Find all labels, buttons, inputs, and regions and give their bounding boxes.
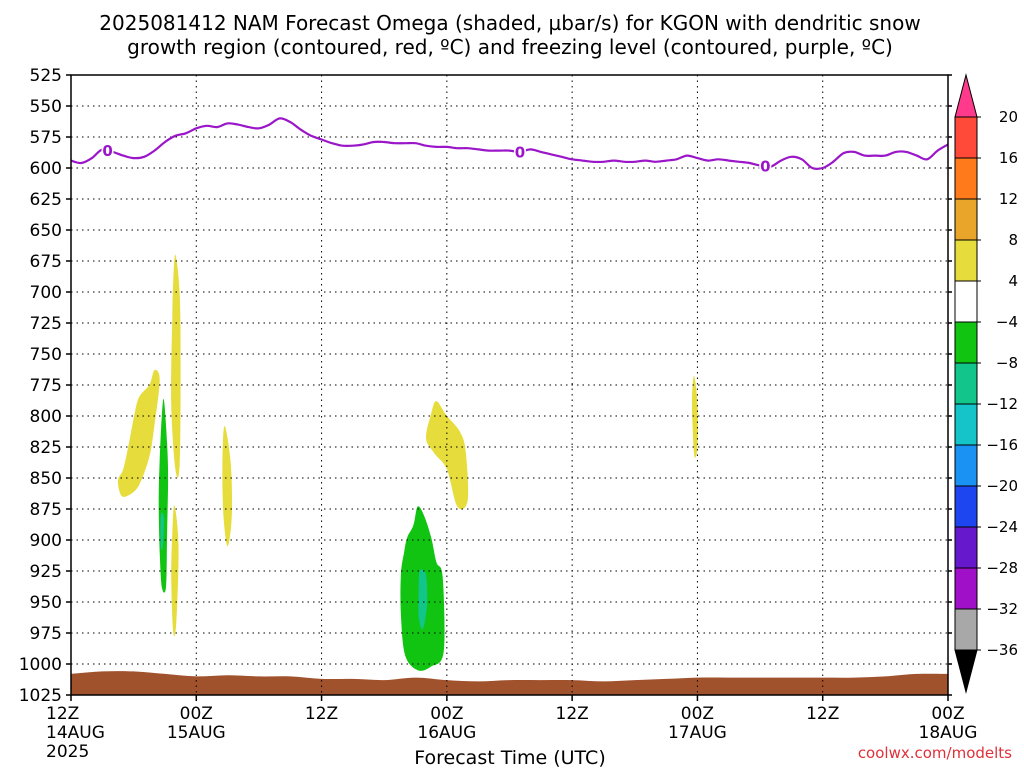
- colorbar-tick-label-2: 12: [999, 190, 1018, 208]
- omega-region-5: [691, 376, 698, 458]
- x-tick-label-0-1: 14AUG: [46, 723, 105, 743]
- x-tick-label-0-0: 12Z: [46, 704, 79, 724]
- omega-region-3: [222, 425, 233, 547]
- terrain-layer: [71, 671, 948, 695]
- y-tick-label-1: 550: [30, 97, 62, 117]
- y-tick-label-18: 975: [30, 624, 62, 644]
- y-axis: 525 550 575 600 625 650 675 700 725 750 775 800 825 8…: [19, 66, 952, 706]
- colorbar-box-10: [954, 526, 978, 569]
- colorbar-tick-label-3: 8: [1008, 231, 1018, 249]
- y-tick-label-8: 725: [30, 314, 62, 334]
- y-tick-label-5: 650: [30, 221, 62, 241]
- colorbar-top-triangle: [954, 73, 978, 118]
- x-tick-label-7-0: 00Z: [931, 704, 964, 724]
- freezing-level-label-1: 0: [515, 143, 525, 161]
- terrain-fill: [71, 671, 948, 695]
- y-tick-label-4: 625: [30, 190, 62, 210]
- y-tick-label-20: 1025: [19, 686, 62, 706]
- colorbar: 20 16 12 8 4 −4 −8 −12 −16 −20 −24 −28 −32 −36: [954, 73, 1018, 694]
- x-tick-label-5-1: 17AUG: [668, 723, 727, 743]
- freezing-level-label-2: 0: [760, 158, 770, 176]
- chart-title-line-1: 2025081412 NAM Forecast Omega (shaded, µ…: [99, 11, 920, 35]
- colorbar-box-3: [954, 239, 978, 282]
- freezing-label-bg-2: [759, 158, 772, 175]
- x-tick-label-1-1: 15AUG: [167, 723, 226, 743]
- x-tick-label-4-0: 12Z: [556, 704, 589, 724]
- y-tick-label-17: 950: [30, 593, 62, 613]
- x-tick-label-3-1: 16AUG: [417, 723, 476, 743]
- chart-title: 2025081412 NAM Forecast Omega (shaded, µ…: [99, 11, 920, 59]
- x-tick-label-6-0: 12Z: [806, 704, 839, 724]
- freezing-level-line: [70, 117, 949, 170]
- omega-shaded-regions: [117, 254, 698, 671]
- y-tick-label-16: 925: [30, 562, 62, 582]
- y-tick-label-15: 900: [30, 531, 62, 551]
- colorbar-tick-label-8: −16: [986, 436, 1018, 454]
- colorbar-box-9: [954, 485, 978, 528]
- colorbar-box-1: [954, 157, 978, 200]
- x-tick-label-5-0: 00Z: [681, 704, 714, 724]
- colorbar-box-7: [954, 403, 978, 446]
- colorbar-box-5: [954, 321, 978, 364]
- x-tick-label-7-1: 18AUG: [919, 723, 978, 743]
- colorbar-bottom-triangle: [954, 649, 978, 694]
- x-tick-label-3-0: 00Z: [430, 704, 463, 724]
- colorbar-tick-label-11: −28: [986, 559, 1018, 577]
- colorbar-tick-label-13: −36: [986, 641, 1018, 659]
- x-axis-title: Forecast Time (UTC): [414, 747, 605, 768]
- y-tick-label-11: 800: [30, 407, 62, 427]
- chart-title-line-2: growth region (contoured, red, ºC) and f…: [127, 35, 893, 59]
- plot-area-background: [71, 75, 948, 695]
- omega-region-9: [418, 569, 428, 630]
- colorbar-tick-label-5: −4: [996, 313, 1018, 331]
- freezing-label-bg-1: [513, 143, 526, 160]
- colorbar-tick-label-1: 16: [999, 149, 1018, 167]
- y-tick-label-6: 675: [30, 252, 62, 272]
- y-tick-label-19: 1000: [19, 655, 62, 675]
- omega-region-2: [171, 505, 179, 637]
- colorbar-box-11: [954, 567, 978, 610]
- y-tick-label-0: 525: [30, 66, 62, 86]
- y-tick-label-9: 750: [30, 345, 62, 365]
- x-tick-label-2-0: 12Z: [305, 704, 338, 724]
- colorbar-tick-label-9: −20: [986, 477, 1018, 495]
- freezing-level-layer: 0 0 0: [70, 117, 949, 176]
- colorbar-tick-label-0: 20: [999, 108, 1018, 126]
- colorbar-tick-label-6: −8: [996, 354, 1018, 372]
- omega-region-0: [117, 369, 160, 497]
- y-tick-label-12: 825: [30, 438, 62, 458]
- y-tick-label-7: 700: [30, 283, 62, 303]
- omega-region-1: [171, 254, 181, 478]
- colorbar-box-12: [954, 608, 978, 651]
- x-tick-label-0-2: 2025: [46, 742, 89, 762]
- y-tick-label-14: 875: [30, 500, 62, 520]
- colorbar-box-2: [954, 198, 978, 241]
- freezing-level-label-0: 0: [102, 142, 112, 160]
- colorbar-tick-label-4: 4: [1008, 272, 1018, 290]
- colorbar-tick-label-12: −32: [986, 600, 1018, 618]
- y-tick-label-13: 850: [30, 469, 62, 489]
- colorbar-box-8: [954, 444, 978, 487]
- colorbar-tick-label-10: −24: [986, 518, 1018, 536]
- freezing-label-bg-0: [101, 142, 114, 159]
- y-tick-label-2: 575: [30, 128, 62, 148]
- y-tick-label-3: 600: [30, 159, 62, 179]
- colorbar-tick-label-7: −12: [986, 395, 1018, 413]
- colorbar-box-4: [954, 280, 978, 323]
- x-tick-label-1-0: 00Z: [180, 704, 213, 724]
- colorbar-box-0: [954, 116, 978, 159]
- y-tick-label-10: 775: [30, 376, 62, 396]
- credit-text: coolwx.com/modelts: [858, 744, 1012, 762]
- omega-region-8: [160, 512, 164, 550]
- colorbar-box-6: [954, 362, 978, 405]
